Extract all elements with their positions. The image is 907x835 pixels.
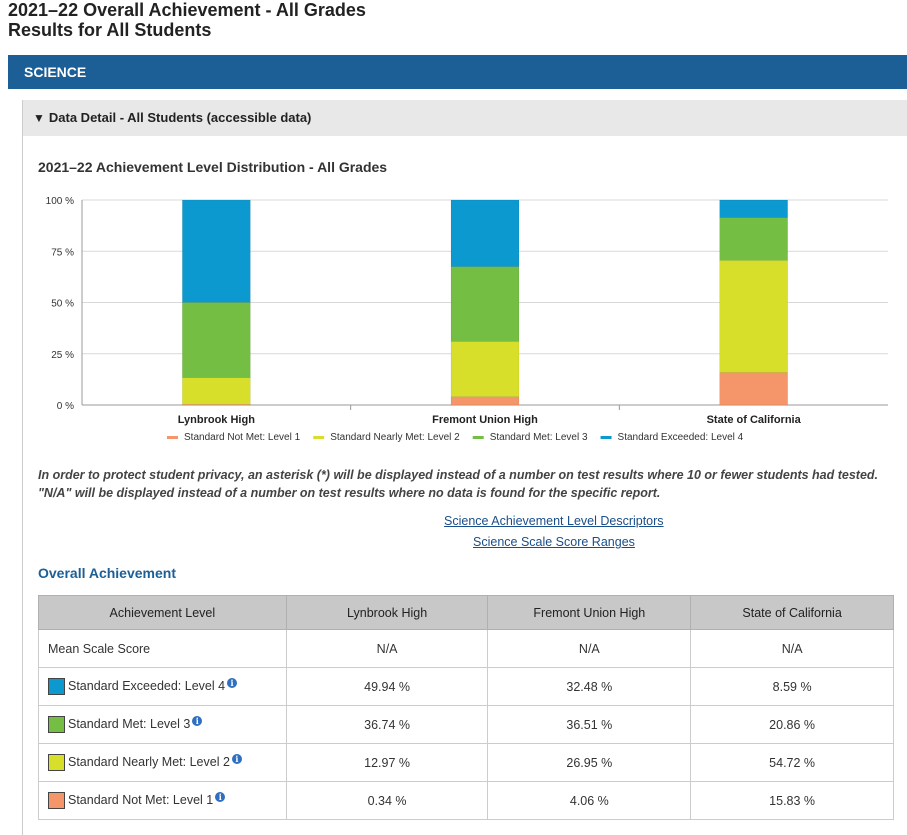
value-cell: 49.94 % [285,667,489,706]
data-detail-panel: ▼ Data Detail - All Students (accessible … [22,100,907,835]
level-color-swatch [48,754,65,771]
table-header-row: Achievement Level Lynbrook High Fremont … [38,595,894,630]
level-color-swatch [48,716,65,733]
bar-segment [182,302,251,378]
level-color-swatch [48,792,65,809]
info-icon[interactable]: i [231,754,242,764]
info-icon[interactable]: i [192,716,203,726]
y-tick-label: 75 % [51,247,74,258]
achievement-descriptors-link[interactable]: Science Achievement Level Descriptors [444,514,664,528]
bar-segment [450,396,520,406]
info-icon[interactable]: i [227,678,238,688]
value-cell: 36.51 % [487,705,692,744]
legend-swatch [472,436,484,439]
value-cell: 15.83 % [690,781,894,820]
level-color-swatch [48,678,65,695]
table-row: Mean Scale Score N/A N/A N/A [38,629,894,668]
table-row: Standard Met: Level 3 i 36.74 % 36.51 % 20.8… [38,705,894,744]
achievement-level-label: Standard Not Met: Level 1 [68,792,214,807]
y-tick-label: 0 % [57,401,74,412]
data-detail-label: Data Detail - All Students (accessible d… [48,110,312,125]
value-cell: N/A [285,629,489,668]
value-cell: 26.95 % [487,743,692,782]
value-cell: 36.74 % [285,705,489,744]
legend-label: Standard Nearly Met: Level 2 [330,432,460,443]
y-tick-label: 50 % [51,299,74,310]
y-tick-label: 100 % [46,196,74,207]
section-label: SCIENCE [24,64,87,80]
table-row: Standard Nearly Met: Level 2 i 12.97 % 26.9… [38,743,894,782]
bar-segment [719,217,788,261]
value-cell: N/A [487,629,692,668]
y-tick-label: 25 % [51,350,74,361]
value-cell: 8.59 % [690,667,894,706]
bar-segment [719,260,788,373]
bar-segment [450,199,520,267]
privacy-note-line-2: "N/A" will be displayed instead of a num… [38,486,661,500]
bar-segment [450,266,520,342]
privacy-note: In order to protect student privacy, an … [38,466,898,502]
achievement-level-label: Standard Nearly Met: Level 2 [68,754,230,769]
collapse-triangle-icon: ▼ [33,111,45,125]
legend-label: Standard Met: Level 3 [490,432,588,443]
bar-segment [719,199,788,218]
overall-achievement-title: Overall Achievement [38,565,176,581]
table-row: Standard Exceeded: Level 4 i 49.94 % 32.48 … [38,667,894,706]
data-detail-toggle[interactable]: ▼ Data Detail - All Students (accessible … [23,100,907,136]
x-tick-label: Lynbrook High [178,414,255,426]
chart-title: 2021–22 Achievement Level Distribution -… [38,159,388,175]
achievement-level-label: Standard Exceeded: Level 4 [68,678,226,693]
table-row: Standard Not Met: Level 1 i 0.34 % 4.06 % 15… [38,781,894,820]
legend-swatch [600,436,612,439]
bar-segment [719,372,788,406]
table-body: Mean Scale Score N/A N/A N/A Standard Exceed… [38,629,894,820]
achievement-level-label: Mean Scale Score [48,641,151,656]
legend-swatch [167,436,178,439]
value-cell: 12.97 % [285,743,489,782]
legend-swatch [313,436,325,439]
scale-score-ranges-link[interactable]: Science Scale Score Ranges [473,535,635,549]
bar-segment [182,377,251,405]
x-tick-label: Fremont Union High [432,414,538,426]
privacy-note-line-1: In order to protect student privacy, an … [38,468,879,482]
column-header: Achievement Level [38,595,287,630]
value-cell: 4.06 % [487,781,692,820]
legend-label: Standard Not Met: Level 1 [184,432,301,443]
overall-achievement-table: Achievement Level Lynbrook High Fremont … [38,595,894,820]
column-header: Fremont Union High [487,595,692,630]
achievement-level-label: Standard Met: Level 3 [68,716,191,731]
legend-label: Standard Exceeded: Level 4 [618,432,744,443]
info-icon[interactable]: i [215,792,226,802]
x-tick-label: State of California [707,414,802,426]
value-cell: 54.72 % [690,743,894,782]
value-cell: 0.34 % [285,781,489,820]
page-title-line-1: 2021–22 Overall Achievement - All Grades [8,0,366,20]
section-header-bar: SCIENCE [8,55,907,89]
achievement-distribution-chart: 100 % 75 % 50 % 25 % 0 % Lynbrook High Fremont… [46,196,888,443]
value-cell: 32.48 % [487,667,692,706]
bar-segment [182,199,251,303]
page-title-line-2: Results for All Students [8,20,212,40]
achievement-level-cell: Mean Scale Score [38,629,287,668]
column-header: Lynbrook High [285,595,489,630]
value-cell: N/A [690,629,894,668]
page-title: 2021–22 Overall Achievement - All Grades… [8,0,366,40]
value-cell: 20.86 % [690,705,894,744]
column-header: State of California [690,595,894,630]
bar-segment [450,341,520,397]
